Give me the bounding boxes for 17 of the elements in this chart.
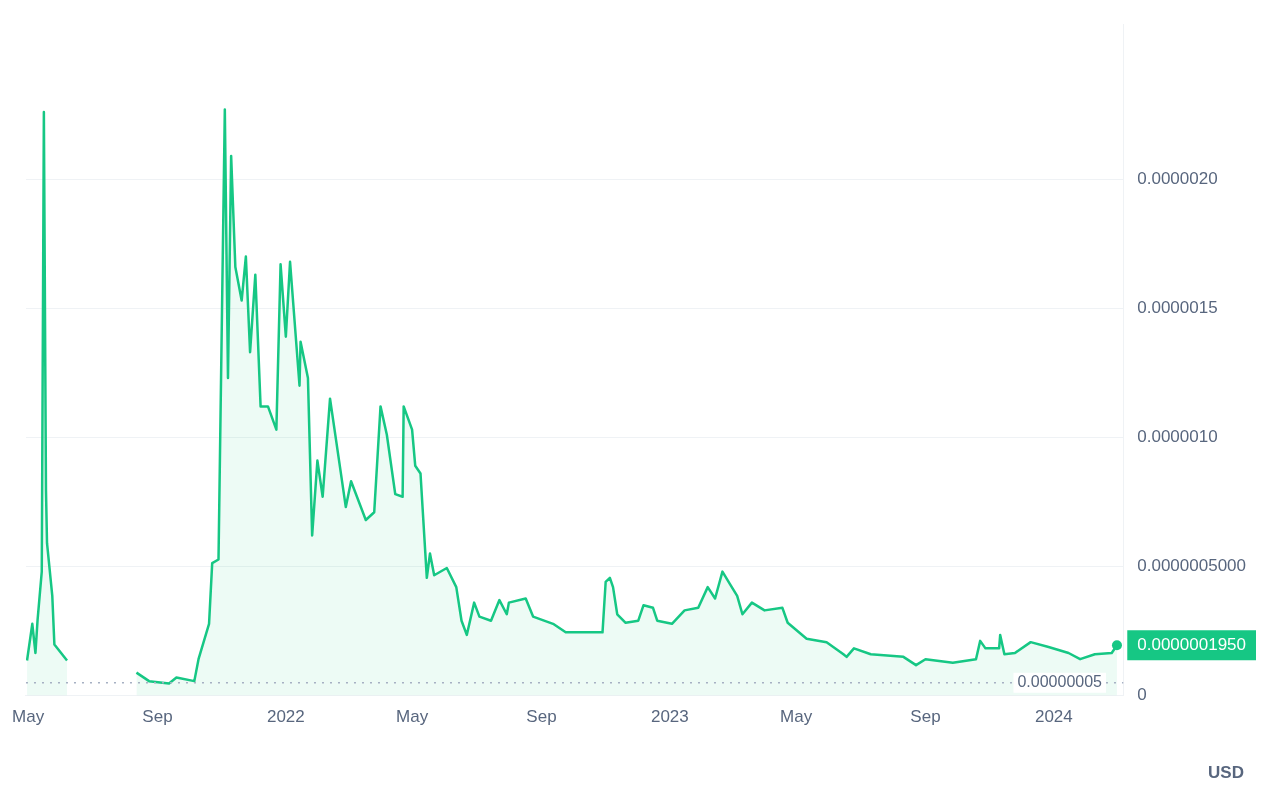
y-tick-label: 0.0000015 (1137, 297, 1218, 317)
y-tick-label: 0.0000010 (1137, 427, 1218, 447)
text: USD (1208, 763, 1244, 783)
x-tick-label: 2022 (266, 707, 305, 727)
x-tick-label: May (12, 707, 45, 727)
y-tick-label: 0.0000005000 (1137, 556, 1247, 576)
x-tick-label: May (396, 707, 429, 727)
x-tick-label: Sep (142, 707, 173, 727)
x-tick-label: Sep (526, 707, 557, 727)
x-tick-label: Sep (910, 707, 941, 727)
x-tick-label: 2024 (1034, 707, 1073, 727)
y-tick-label: 0 (1137, 685, 1147, 705)
x-tick-label: 2023 (650, 707, 689, 727)
annotation: 0.0000001950 (1137, 634, 1247, 654)
y-tick-label: 0.0000020 (1137, 168, 1218, 188)
x-tick-label: May (780, 707, 813, 727)
ref-line-label: 0.00000005 (1017, 673, 1103, 691)
